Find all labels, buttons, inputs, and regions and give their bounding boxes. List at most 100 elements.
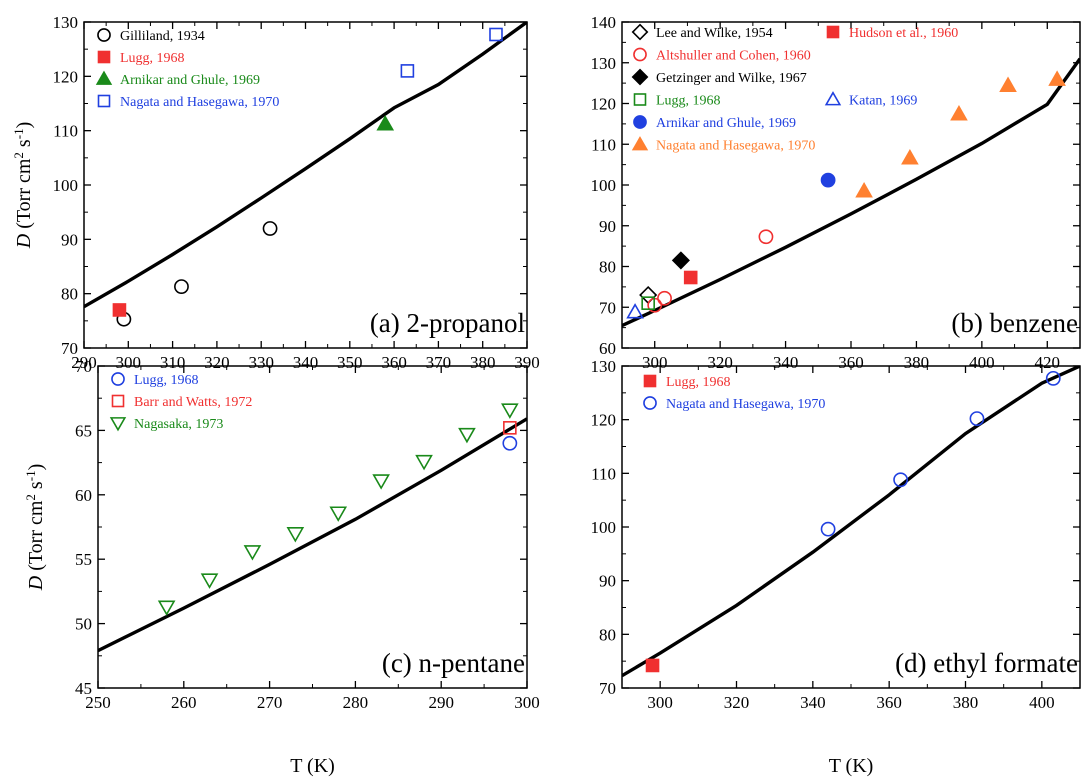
y-tick-label: 100	[591, 176, 617, 195]
data-point	[671, 251, 690, 270]
x-tick-label: 380	[904, 353, 930, 372]
series-8	[855, 70, 1066, 198]
legend-entry: Lugg, 1968	[134, 373, 199, 388]
y-tick-label: 110	[591, 135, 616, 154]
x-tick-label: 300	[647, 693, 673, 712]
x-axis-title: T (K)	[290, 755, 335, 777]
x-tick-label: 330	[248, 353, 274, 372]
legend: Lugg, 1968 Nagata and Hasegawa, 1970	[643, 374, 825, 412]
series-6	[626, 303, 644, 319]
legend-marker	[95, 70, 113, 85]
legend-entry: Hudson et al., 1960	[849, 26, 958, 41]
panel-label: (a) 2-propanol	[370, 308, 525, 338]
data-point	[683, 270, 698, 285]
y-tick-label: 55	[75, 550, 92, 569]
data-point	[758, 229, 774, 245]
x-tick-label: 350	[337, 353, 363, 372]
data-point	[200, 573, 219, 589]
legend-entry: Lugg, 1968	[656, 94, 721, 109]
data-point	[641, 296, 655, 310]
y-tick-label: 70	[599, 298, 616, 317]
legend-entry: Arnikar and Ghule, 1969	[120, 73, 260, 88]
legend-marker	[111, 394, 125, 408]
data-point	[174, 279, 189, 295]
legend-marker	[633, 115, 647, 129]
data-point	[999, 76, 1017, 92]
y-tick-label: 50	[75, 615, 92, 634]
y-tick-label: 100	[591, 518, 617, 537]
panel-2: 300 320 340 360 380 400 420 60 70 80 90 100 110 120 13…	[591, 13, 1081, 372]
x-tick-label: 300	[514, 693, 540, 712]
y-tick-label: 100	[53, 176, 79, 195]
x-tick-label: 400	[969, 353, 995, 372]
legend-marker	[97, 28, 111, 42]
legend-marker	[97, 94, 111, 108]
legend-entry: Lee and Wilke, 1954	[656, 26, 773, 41]
series-3	[647, 229, 774, 313]
x-tick-label: 340	[773, 353, 799, 372]
x-tick-label: 290	[428, 693, 454, 712]
data-point	[243, 545, 262, 561]
series-4	[671, 251, 690, 270]
x-tick-label: 380	[470, 353, 496, 372]
x-tick-label: 340	[800, 693, 826, 712]
data-point	[950, 105, 968, 121]
data-point	[820, 521, 836, 537]
y-tick-label: 45	[75, 679, 92, 698]
data-point	[626, 303, 644, 319]
legend-marker	[643, 374, 657, 388]
y-tick-label: 80	[599, 258, 616, 277]
legend-entry: Lugg, 1968	[666, 375, 731, 390]
model-fit-line	[84, 22, 527, 309]
y-tick-label: 80	[61, 285, 78, 304]
panel-label: (c) n-pentane	[382, 648, 525, 678]
y-tick-label: 80	[599, 625, 616, 644]
x-tick-label: 290	[71, 353, 97, 372]
series-2	[820, 370, 1061, 537]
data-point	[657, 290, 672, 306]
y-tick-label: 70	[599, 679, 616, 698]
series-4	[400, 27, 503, 78]
x-tick-label: 280	[343, 693, 369, 712]
series-5	[641, 296, 655, 310]
x-tick-label: 370	[426, 353, 452, 372]
legend-marker	[631, 68, 649, 86]
legend-marker	[633, 93, 647, 106]
model-fit-line	[622, 57, 1080, 328]
legend-entry: Nagata and Hasegawa, 1970	[120, 95, 279, 110]
panel-1: 290 300 310 320 330 340 350 360 370 380 390 70 80 90 1…	[11, 13, 540, 372]
legend: Lugg, 1968 Barr and Watts, 1972 Nagasaka, …	[109, 372, 252, 432]
y-tick-label: 60	[75, 486, 92, 505]
x-tick-label: 360	[838, 353, 864, 372]
y-tick-label: 120	[591, 411, 617, 430]
data-point	[400, 64, 415, 78]
x-tick-label: 390	[514, 353, 540, 372]
data-point	[969, 411, 985, 426]
legend-marker	[97, 50, 111, 64]
data-point	[855, 182, 873, 198]
y-tick-label: 110	[591, 464, 616, 483]
series-1	[502, 435, 518, 451]
legend-marker	[643, 396, 657, 410]
data-point	[901, 149, 919, 165]
data-point	[286, 527, 305, 543]
x-tick-label: 400	[1029, 693, 1055, 712]
y-tick-label: 110	[53, 122, 78, 141]
y-tick-label: 130	[591, 357, 617, 376]
data-point	[502, 435, 518, 451]
data-point	[820, 172, 836, 188]
x-tick-label: 320	[724, 693, 750, 712]
series-2	[683, 270, 698, 285]
series-2	[112, 303, 127, 317]
y-tick-label: 90	[61, 230, 78, 249]
x-tick-label: 310	[160, 353, 186, 372]
legend-marker	[633, 47, 647, 62]
x-tick-label: 360	[381, 353, 407, 372]
legend-marker	[826, 25, 840, 39]
data-point	[329, 506, 348, 522]
legend-entry: Nagata and Hasegawa, 1970	[656, 139, 815, 154]
y-tick-label: 120	[591, 95, 617, 114]
y-axis-title: D (Torr cm2 s-1)	[11, 122, 35, 250]
panel-label: (d) ethyl formate	[895, 648, 1078, 678]
